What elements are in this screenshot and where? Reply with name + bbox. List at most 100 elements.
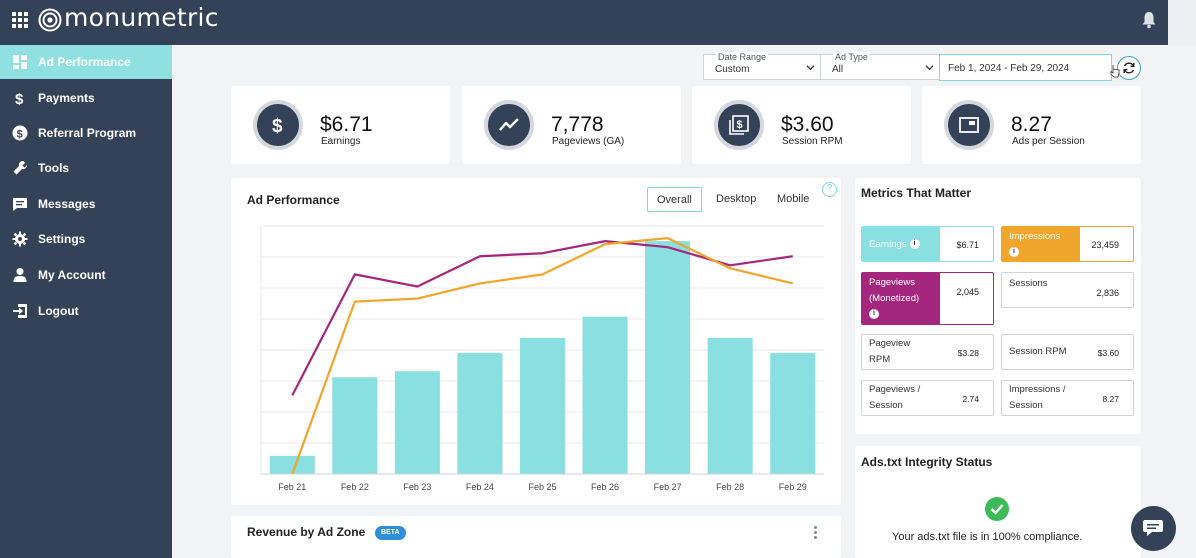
tab-overall[interactable]: Overall [647,187,702,212]
revenue-title: Revenue by Ad Zone [247,525,366,539]
stat-value: 7,778 [551,113,604,136]
chevron-down-icon [806,65,815,71]
metric-value: $6.71 [956,240,979,250]
metric-value: 8.27 [1102,394,1119,404]
chart-bar [269,455,315,474]
info-icon[interactable]: i [1009,247,1019,258]
date-range-select[interactable]: Date Range Custom [703,52,821,80]
bell-icon[interactable] [1141,11,1157,29]
session-rpm-stat-card: $ $3.60 Session RPM [692,86,911,164]
chat-button[interactable] [1131,506,1176,551]
chart-x-tick-label: Feb 27 [654,482,682,492]
pageviews-stat-card: 7,778 Pageviews (GA) [462,86,681,164]
metric-value: $3.28 [957,348,979,358]
metric-value: 23,459 [1091,240,1119,250]
top-bar-right-panel [1168,0,1196,45]
sidebar-item-referral-program[interactable]: $ Referral Program [0,116,172,150]
stat-icon-circle [944,100,994,150]
checkmark-icon [990,504,1004,515]
ad-performance-title: Ad Performance [247,193,340,207]
dollar-icon: $ [15,91,24,106]
metric-tile-earnings[interactable]: Earnings i $6.71 [861,226,994,262]
metric-value: $3.60 [1097,348,1119,358]
metrics-that-matter-card: Metrics That Matter Earnings i $6.71 Impr… [855,178,1141,434]
sidebar-item-label: Ad Performance [38,55,131,69]
ad-type-value: All [832,64,844,75]
trend-icon [499,118,519,131]
dashboard-icon [13,55,27,69]
date-range-text: Feb 1, 2024 - Feb 29, 2024 [948,63,1070,74]
info-icon[interactable]: i [869,309,879,320]
sidebar-item-payments[interactable]: $ Payments [0,81,172,115]
date-range-title: Date Range [716,52,769,62]
metric-name: Impressions / Session [1009,384,1066,411]
earnings-stat-card: $ $6.71 Earnings [231,86,450,164]
stat-label: Session RPM [782,136,843,147]
chart-x-tick-label: Feb 29 [779,482,807,492]
stat-label: Earnings [321,136,361,147]
metric-tile-sessions[interactable]: Sessions 2,836 [1001,272,1134,308]
beta-badge: BETA [375,526,406,540]
date-range-input[interactable]: Feb 1, 2024 - Feb 29, 2024 [939,54,1112,81]
metric-name: Impressions [1009,231,1061,242]
chart-x-tick-label: Feb 21 [278,482,306,492]
top-bar: monumetric [0,0,1196,45]
metric-tile-impressions[interactable]: Impressions i 23,459 [1001,226,1134,262]
svg-text:$: $ [15,91,24,106]
revenue-by-ad-zone-card: Revenue by Ad Zone BETA [231,516,841,558]
chart-bar [582,316,628,474]
sidebar-item-logout[interactable]: Logout [0,294,172,328]
tab-mobile[interactable]: Mobile [777,193,810,205]
metric-tile-pageviews-per-session[interactable]: Pageviews / Session 2.74 [861,380,994,416]
apps-grid-icon[interactable] [12,12,28,28]
svg-text:$: $ [272,116,283,136]
kebab-menu-icon[interactable] [814,526,818,540]
ad-window-icon [959,117,979,133]
sidebar-item-messages[interactable]: Messages [0,187,172,221]
stat-icon-circle: $ [253,100,303,150]
user-icon [13,268,27,282]
wrench-icon [13,160,28,175]
ads-txt-status-card: Ads.txt Integrity Status Your ads.txt fi… [855,446,1141,558]
metric-name: Pageviews / Session [869,384,921,411]
chart-bar [332,377,378,474]
ad-type-select[interactable]: Ad Type All [820,52,940,80]
metric-name-wrap: Earnings i [869,237,920,253]
sidebar-item-settings[interactable]: Settings [0,222,172,256]
ad-performance-card: Ad Performance Overall Desktop Mobile ? … [231,178,841,505]
chart-x-tick-label: Feb 26 [591,482,619,492]
metric-tile-session-rpm[interactable]: Session RPM $3.60 [1001,334,1134,370]
sidebar-item-my-account[interactable]: My Account [0,258,172,292]
chart-bar [519,337,566,474]
chat-bubble-icon [1143,520,1163,536]
metric-tile-pageviews-monetized[interactable]: Pageviews (Monetized) i 2,045 [861,272,994,325]
dollar-icon: $ [272,116,283,136]
chart-x-tick-label: Feb 22 [341,482,369,492]
ad-performance-chart: Feb 21 Feb 22 Feb 23 Feb 24 Feb 25 Feb 26 Feb … [260,225,824,492]
sidebar-item-label: Referral Program [38,126,137,140]
mouse-cursor-icon [1110,65,1120,78]
money-stack-icon: $ [729,115,749,135]
sidebar-item-ad-performance[interactable]: Ad Performance [0,45,172,79]
sidebar: Ad Performance $ Payments $ Referral Pro… [0,45,172,558]
metric-name: Sessions [1009,278,1048,289]
help-icon[interactable]: ? [822,182,837,197]
chart-bar [770,353,816,474]
sidebar-item-label: My Account [38,268,106,282]
stat-value: 8.27 [1011,113,1052,136]
refresh-button[interactable] [1117,56,1141,80]
metric-tile-impressions-per-session[interactable]: Impressions / Session 8.27 [1001,380,1134,416]
stat-icon-circle [484,100,534,150]
date-range-value: Custom [715,64,750,75]
stat-icon-circle: $ [714,100,764,150]
sidebar-item-tools[interactable]: Tools [0,151,172,185]
chart-x-tick-label: Feb 28 [716,482,744,492]
info-icon[interactable]: i [909,239,920,250]
metric-name: Earnings [869,239,907,250]
metric-value: 2,045 [956,287,979,297]
metric-value: 2.74 [962,394,979,404]
tab-desktop[interactable]: Desktop [716,193,757,205]
chart-bar [707,337,753,474]
metric-name: Session RPM [1009,346,1067,357]
metric-tile-pageview-rpm[interactable]: Pageview RPM $3.28 [861,334,994,370]
